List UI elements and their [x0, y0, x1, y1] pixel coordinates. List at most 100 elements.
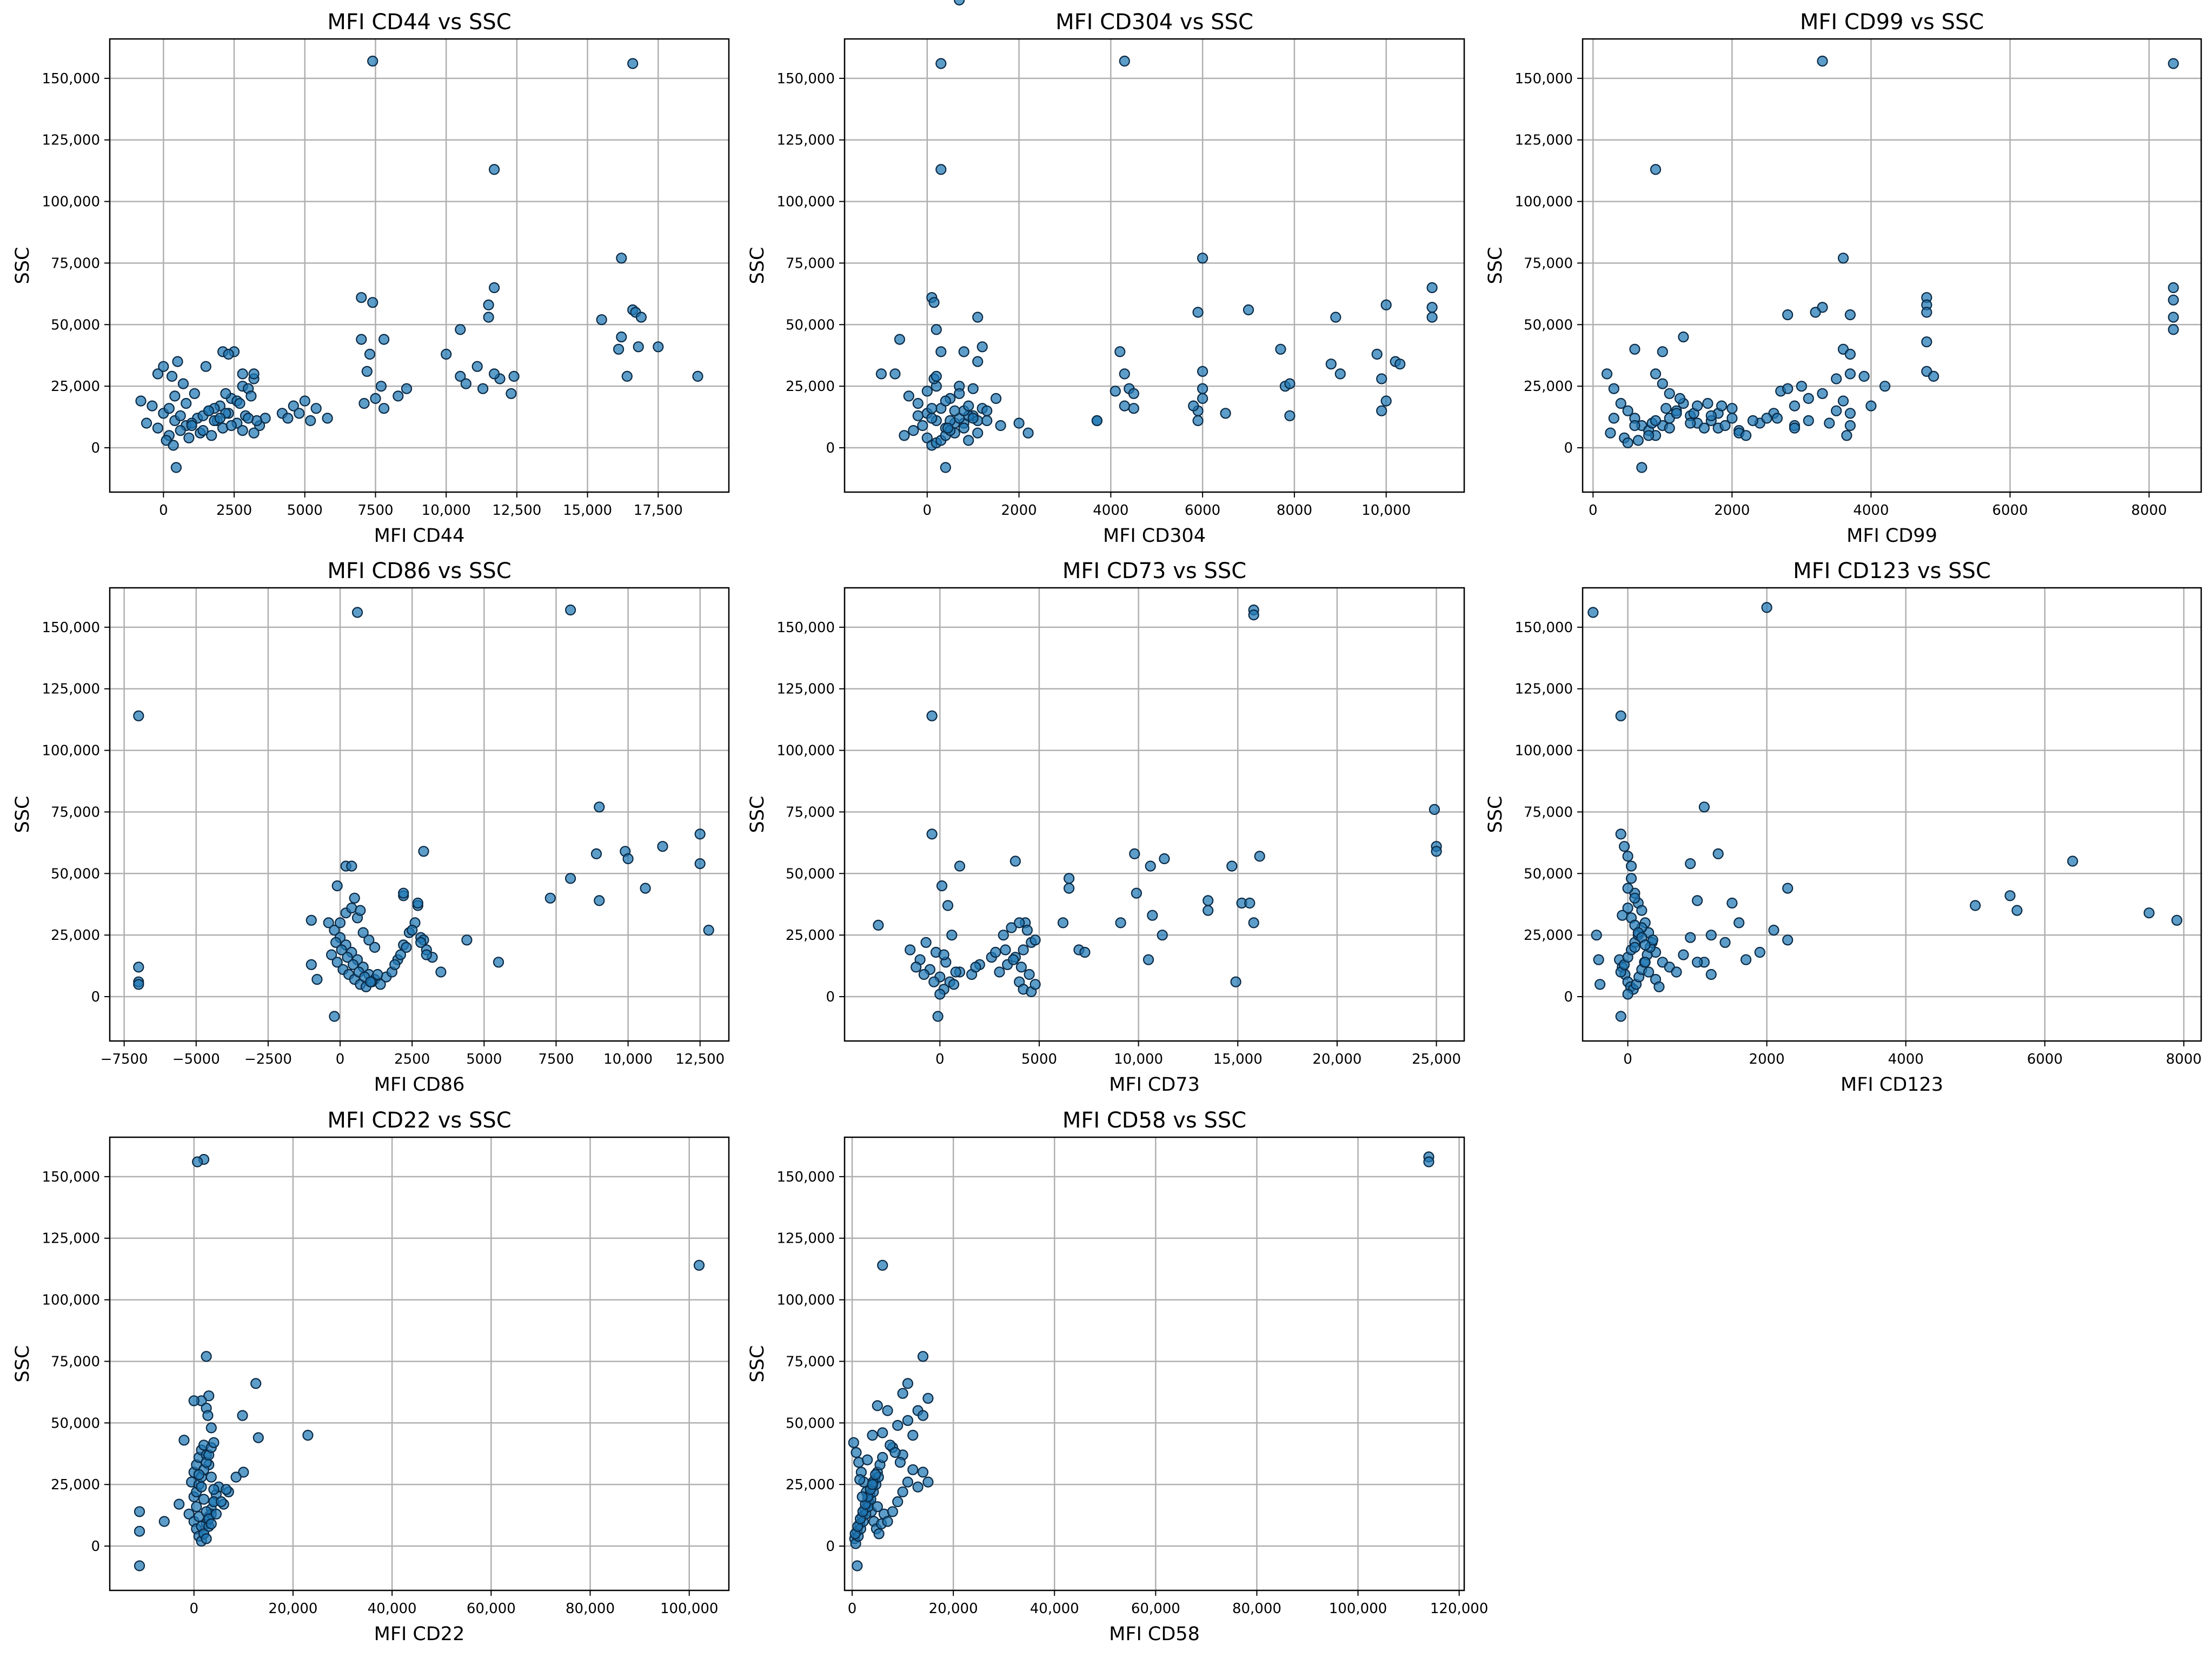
x-tick-label: 60,000	[1131, 1601, 1180, 1617]
data-point	[931, 324, 942, 335]
data-point	[912, 410, 924, 421]
data-point	[1629, 420, 1640, 432]
data-point	[1685, 932, 1696, 943]
data-point	[869, 1469, 881, 1480]
data-point	[1615, 828, 1626, 840]
data-point	[938, 949, 949, 960]
data-point	[946, 930, 958, 941]
x-axis-label: MFI CD99	[1846, 525, 1937, 547]
data-point	[1159, 853, 1170, 865]
data-point	[1831, 373, 1842, 384]
data-point	[1015, 961, 1027, 973]
data-point	[564, 604, 576, 616]
y-tick-label: 125,000	[1514, 132, 1573, 149]
data-point	[1009, 855, 1021, 867]
y-tick-label: 25,000	[51, 927, 100, 944]
data-point	[917, 1410, 929, 1421]
data-point	[627, 58, 639, 69]
data-point	[1325, 359, 1337, 370]
data-point	[158, 361, 169, 372]
data-point	[1423, 1156, 1434, 1168]
x-tick-label: 17,500	[634, 502, 683, 519]
data-point	[1591, 930, 1602, 941]
y-tick-label: 125,000	[42, 681, 100, 698]
data-point	[1741, 954, 1752, 965]
data-point	[191, 1501, 202, 1513]
data-point	[250, 1378, 262, 1389]
y-axis-label: SSC	[12, 1345, 34, 1383]
plot-frame	[843, 38, 1465, 493]
data-point	[1119, 368, 1130, 380]
x-tick-label: 100,000	[1329, 1601, 1387, 1617]
data-point	[693, 1259, 705, 1271]
y-tick-label: 50,000	[51, 317, 100, 333]
data-point	[1376, 405, 1387, 416]
data-point	[421, 949, 432, 960]
data-point	[134, 1526, 145, 1537]
data-point	[1608, 383, 1619, 394]
data-point	[1741, 430, 1752, 441]
data-point	[1203, 895, 1214, 906]
data-point	[1248, 917, 1259, 929]
data-point	[299, 395, 310, 407]
data-point	[2171, 914, 2183, 926]
data-point	[867, 1479, 878, 1490]
data-point	[2011, 905, 2023, 916]
data-point	[488, 164, 500, 175]
x-axis-label: MFI CD73	[1109, 1074, 1200, 1096]
data-point	[1197, 383, 1208, 394]
data-point	[1685, 417, 1696, 429]
data-point	[1782, 883, 1793, 894]
data-point	[1629, 941, 1640, 953]
data-point	[248, 368, 260, 380]
data-point	[141, 417, 152, 429]
data-point	[329, 1011, 340, 1022]
y-tick-label: 25,000	[1524, 379, 1573, 395]
data-point	[1719, 420, 1731, 432]
data-point	[926, 710, 938, 721]
data-point	[441, 348, 452, 360]
data-point	[208, 1437, 220, 1448]
data-point	[621, 370, 633, 382]
data-point	[1629, 892, 1640, 904]
x-tick-label: 20,000	[1312, 1051, 1361, 1067]
data-point	[355, 905, 366, 916]
data-point	[183, 1508, 195, 1520]
data-point	[170, 462, 182, 473]
data-point	[1810, 307, 1821, 318]
data-point	[1197, 366, 1208, 377]
data-point	[147, 400, 158, 412]
data-point	[1230, 976, 1241, 987]
data-point	[363, 934, 375, 946]
data-point	[926, 403, 938, 414]
panel-cd73: MFI CD73 vs SSC MFI CD73 SSC 0 5000 10,000…	[747, 559, 1465, 1096]
data-point	[998, 930, 1009, 941]
y-tick-label: 100,000	[42, 743, 100, 759]
data-point	[1664, 388, 1675, 399]
data-point	[970, 961, 981, 973]
data-point	[201, 1351, 212, 1362]
data-point	[990, 393, 1002, 404]
data-point	[1837, 253, 1849, 264]
data-point	[877, 1259, 888, 1271]
data-point	[981, 415, 993, 427]
grid	[845, 588, 1464, 1041]
data-point	[1595, 979, 1606, 990]
data-point	[877, 1427, 888, 1438]
x-tick-label: 120,000	[1430, 1601, 1489, 1617]
data-point	[1244, 897, 1256, 909]
data-point	[369, 941, 381, 953]
data-point	[1671, 966, 1682, 978]
data-point	[1817, 388, 1828, 399]
y-tick-label: 50,000	[51, 1415, 100, 1431]
data-point	[1622, 851, 1633, 862]
data-point	[1024, 969, 1035, 980]
data-point	[1865, 400, 1877, 412]
data-point	[2168, 58, 2179, 69]
x-tick-label: 12,500	[492, 502, 541, 519]
data-point	[1426, 311, 1438, 323]
data-point	[1664, 422, 1675, 434]
data-point	[653, 341, 664, 353]
y-tick-label: 150,000	[1514, 620, 1573, 636]
data-point	[1831, 405, 1842, 416]
